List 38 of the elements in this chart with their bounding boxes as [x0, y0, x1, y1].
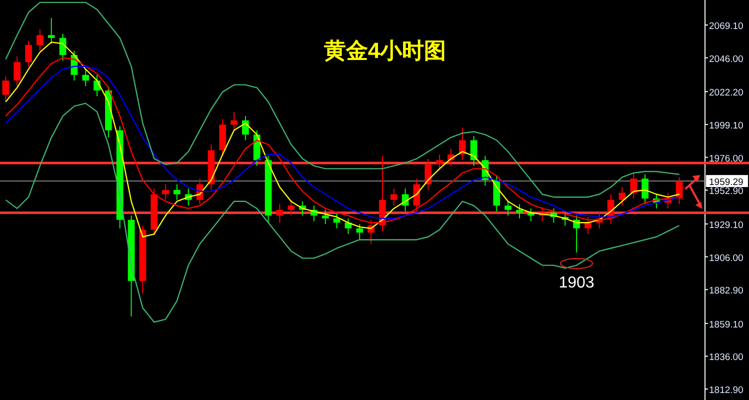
y-tick-label: 2069.10 [709, 21, 744, 32]
candlestick [82, 68, 90, 87]
candlestick [630, 172, 638, 200]
candlestick [288, 199, 295, 216]
candlestick [458, 126, 466, 161]
candlestick [162, 184, 169, 200]
y-tick-label: 1999.10 [709, 120, 744, 132]
candlestick [94, 74, 100, 97]
line-series [5, 102, 680, 323]
candlestick [504, 200, 512, 216]
candlestick [642, 174, 648, 205]
candlestick [2, 76, 10, 102]
y-tick-label: 1812.90 [709, 385, 744, 396]
ref-line-label: 1959.29 [709, 177, 744, 188]
y-tick-label: 1929.10 [709, 220, 744, 231]
y-tick-label: 1906.00 [709, 252, 744, 264]
candlestick [424, 158, 432, 190]
y-tick-label: 1882.90 [709, 286, 744, 297]
candlestick [276, 204, 284, 224]
candlestick [322, 209, 329, 225]
line-series [5, 2, 680, 198]
y-tick-label: 2022.20 [709, 88, 744, 99]
y-tick-label: 1836.00 [709, 352, 744, 364]
y-tick-label: 1976.00 [709, 153, 744, 164]
candlestick [436, 154, 443, 171]
y-tick-label: 1952.90 [709, 186, 744, 198]
candlestick [48, 18, 55, 44]
candlestick [230, 111, 238, 131]
y-tick-label: 1859.10 [709, 319, 744, 330]
candlestick [174, 184, 180, 200]
candlestick [14, 56, 21, 87]
y-tick-label: 2046.00 [709, 54, 744, 65]
candlestick [25, 40, 32, 67]
candlestick [390, 188, 398, 206]
text: 黄金4小时图 [322, 38, 446, 63]
candlestick [356, 224, 364, 240]
candlestick [36, 28, 44, 52]
annotation: 1903 [558, 274, 594, 292]
